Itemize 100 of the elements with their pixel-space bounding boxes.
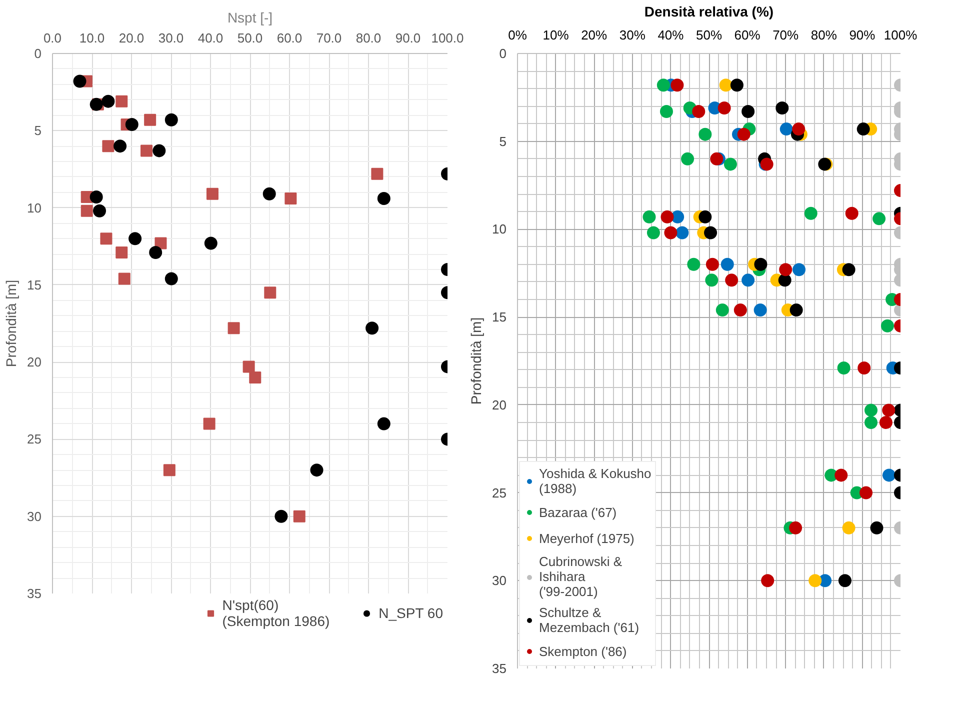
point [242, 360, 255, 373]
point [845, 206, 858, 220]
point [870, 521, 884, 534]
point [152, 144, 166, 158]
point [93, 204, 106, 218]
point [114, 140, 127, 153]
point [377, 192, 390, 206]
point [144, 114, 156, 126]
legend-label: N'spt(60) (Skempton 1986) [222, 597, 330, 629]
x-tick-label: 80% [810, 28, 838, 42]
legend-label: Meyerhof (1975) [539, 530, 634, 546]
x-tick-label: 100% [884, 28, 918, 42]
x-tick-label: 60.0 [276, 30, 302, 46]
x-tick-label: 0% [508, 28, 528, 42]
point [366, 322, 379, 335]
point [692, 105, 706, 118]
y-tick-label: 0 [499, 46, 507, 61]
point [705, 274, 718, 287]
point [642, 210, 656, 224]
point [310, 464, 324, 477]
x-axis-title: Densità relativa (%) [644, 4, 774, 20]
point [837, 362, 850, 375]
point [754, 258, 768, 271]
legend-label: Cubrinowski & Ishihara ('99-2001) [539, 554, 622, 599]
point [660, 105, 673, 118]
y-tick-label: 15 [27, 277, 42, 292]
point [789, 521, 802, 534]
point [706, 258, 719, 271]
point [228, 322, 240, 334]
x-tick-label: 70.0 [316, 30, 342, 46]
point [671, 210, 684, 224]
point [656, 78, 670, 92]
point [742, 105, 755, 118]
point [778, 274, 792, 287]
point [284, 192, 297, 205]
point [646, 226, 660, 240]
x-tick-label: 20.0 [118, 30, 144, 46]
point [716, 304, 729, 317]
point [734, 304, 747, 317]
point [203, 418, 216, 430]
point [838, 574, 852, 588]
point [725, 274, 738, 287]
point [860, 486, 873, 500]
point [698, 210, 712, 224]
point [249, 372, 262, 384]
point [128, 232, 142, 246]
x-tick-label: 50% [696, 28, 722, 42]
point [73, 74, 86, 88]
y-tick-label: 25 [492, 485, 507, 500]
point [730, 78, 744, 92]
point [100, 232, 112, 245]
x-tick-label: 90% [849, 28, 876, 42]
y-tick-label: 20 [492, 397, 507, 412]
point [90, 190, 103, 204]
point [262, 187, 276, 200]
point [164, 272, 178, 286]
x-tick-label: 90.0 [395, 30, 421, 46]
point [754, 304, 767, 317]
x-tick-label: 10.0 [79, 30, 105, 46]
point [792, 263, 806, 276]
point [880, 319, 894, 332]
x-tick-label: 50.0 [237, 30, 263, 46]
point [780, 122, 793, 136]
y-tick-label: 35 [27, 586, 42, 601]
point [776, 101, 789, 114]
point [140, 144, 153, 157]
point [718, 101, 731, 114]
y-tick-label: 30 [492, 573, 507, 588]
point [879, 416, 892, 429]
point [724, 158, 737, 171]
point [761, 574, 774, 588]
point [720, 258, 734, 271]
point [790, 304, 803, 317]
point [698, 128, 712, 141]
y-tick-label: 25 [27, 432, 42, 447]
point [293, 510, 306, 522]
x-tick-label: 40.0 [198, 30, 224, 46]
point [102, 94, 115, 108]
point [864, 416, 878, 429]
point [125, 118, 138, 131]
point [118, 272, 130, 285]
y-tick-label: 15 [492, 310, 507, 325]
y-axis-title: Profondità [m] [468, 317, 484, 405]
point [676, 226, 689, 240]
point [377, 417, 390, 430]
point [872, 212, 886, 226]
point [808, 574, 822, 588]
point [204, 236, 218, 250]
point [842, 263, 856, 276]
x-tick-label: 20% [581, 28, 608, 42]
x-axis-title: Nspt [-] [227, 10, 273, 26]
point [149, 246, 162, 260]
point [163, 464, 176, 476]
y-tick-label: 30 [27, 508, 42, 524]
point [858, 362, 871, 375]
x-tick-label: 30% [619, 28, 646, 42]
x-tick-label: 60% [734, 28, 761, 42]
y-tick-label: 20 [27, 354, 42, 370]
y-tick-label: 10 [492, 222, 507, 237]
point [856, 122, 870, 136]
